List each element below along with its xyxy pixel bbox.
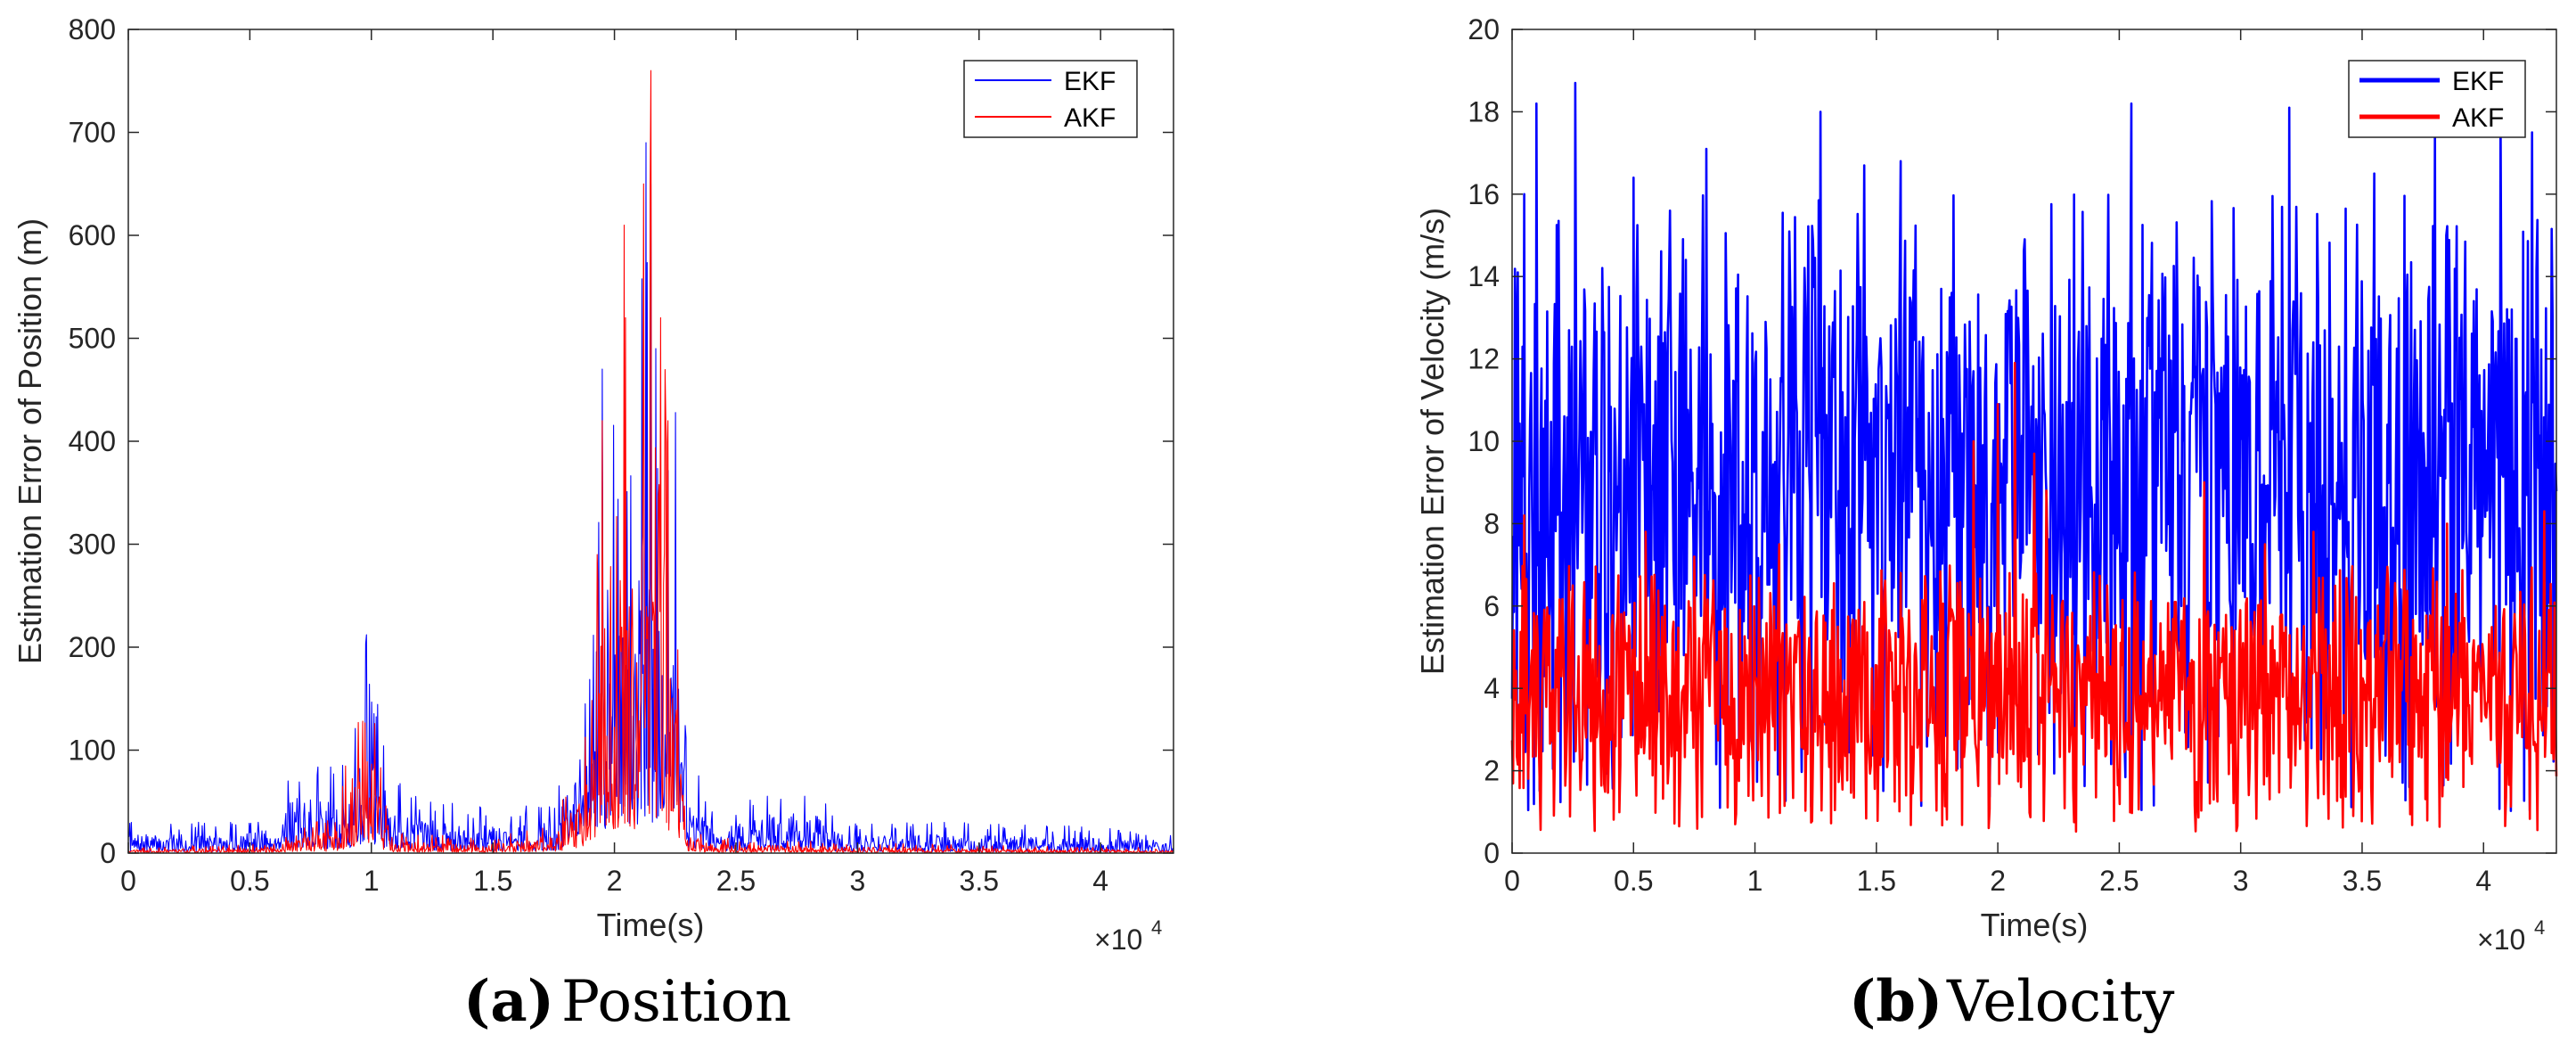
- x-multiplier: ×10 4: [1094, 916, 1162, 956]
- x-multiplier: ×10 4: [2477, 916, 2545, 956]
- x-axis-label: Time(s): [597, 907, 705, 943]
- svg-text:(b): (b): [1849, 968, 1942, 1035]
- x-tick-label: 0: [120, 865, 136, 897]
- legend-label-akf: AKF: [2452, 103, 2504, 133]
- x-tick-label: 1: [364, 865, 380, 897]
- y-tick-label: 600: [69, 219, 116, 251]
- y-tick-label: 10: [1468, 425, 1500, 457]
- y-tick-label: 0: [100, 837, 116, 869]
- svg-text:×10: ×10: [2477, 924, 2525, 956]
- y-axis-label: Estimation Error of Position (m): [12, 218, 48, 664]
- caption: (b) Velocity: [1849, 968, 2174, 1035]
- svg-text:×10: ×10: [1094, 924, 1142, 956]
- y-tick-label: 16: [1468, 178, 1500, 210]
- y-tick-label: 12: [1468, 343, 1500, 375]
- y-tick-label: 4: [1484, 672, 1500, 704]
- x-tick-label: 2.5: [716, 865, 756, 897]
- panel-velocity: 0 0.5 1 1.5 2 2.5 3 3.5 4 0 2 4 6 8 10 12 14 16 18 20 Time(…: [1414, 13, 2558, 1035]
- y-tick-label: 800: [69, 13, 116, 45]
- x-tick-label: 0: [1504, 865, 1520, 897]
- svg-text:4: 4: [2534, 916, 2545, 939]
- legend-label-ekf: EKF: [2452, 67, 2504, 96]
- y-tick-label: 700: [69, 117, 116, 149]
- y-tick-label: 2: [1484, 755, 1500, 787]
- x-tick-label: 3: [849, 865, 865, 897]
- y-tick-label: 400: [69, 425, 116, 457]
- x-tick-label: 3.5: [960, 865, 999, 897]
- legend: EKF AKF: [963, 60, 1138, 138]
- y-tick-label: 20: [1468, 13, 1500, 45]
- x-tick-label: 2.5: [2099, 865, 2138, 897]
- y-tick-label: 300: [69, 529, 116, 561]
- caption-letter: a: [490, 968, 527, 1035]
- series-line-akf: [127, 70, 1174, 854]
- series-layer: [127, 70, 1174, 854]
- x-tick-label: 1.5: [473, 865, 512, 897]
- x-tick-label: 3.5: [2343, 865, 2382, 897]
- x-tick-label: 1: [1747, 865, 1763, 897]
- series-layer: [1510, 81, 2558, 833]
- x-tick-label: 0.5: [230, 865, 269, 897]
- x-tick-label: 2: [607, 865, 623, 897]
- y-tick-label: 14: [1468, 260, 1500, 292]
- x-tick-label: 4: [2475, 865, 2491, 897]
- y-tick-label: 500: [69, 323, 116, 355]
- axis-ticks: 0 0.5 1 1.5 2 2.5 3 3.5 4 0 2 4 6 8 10 12 14 16 18 20: [1468, 13, 2556, 897]
- y-tick-label: 18: [1468, 95, 1500, 127]
- caption: (a) Position: [463, 968, 791, 1035]
- caption-letter: b: [1876, 968, 1916, 1035]
- y-tick-label: 0: [1484, 837, 1500, 869]
- y-tick-label: 100: [69, 735, 116, 767]
- svg-text:4: 4: [1151, 916, 1162, 939]
- x-axis-label: Time(s): [1981, 907, 2089, 943]
- y-tick-label: 6: [1484, 590, 1500, 622]
- y-tick-label: 200: [69, 631, 116, 663]
- x-tick-label: 2: [1990, 865, 2006, 897]
- svg-text:(a): (a): [463, 968, 554, 1035]
- legend: EKF AKF: [2348, 60, 2526, 138]
- caption-text: Position: [561, 969, 791, 1035]
- x-tick-label: 1.5: [1857, 865, 1896, 897]
- panel-position: 0 0.5 1 1.5 2 2.5 3 3.5 4 0 100 200 300 400 500 600 700 8…: [12, 13, 1174, 1035]
- x-tick-label: 4: [1092, 865, 1108, 897]
- x-tick-label: 3: [2233, 865, 2249, 897]
- legend-label-akf: AKF: [1064, 103, 1116, 133]
- x-tick-label: 0.5: [1614, 865, 1653, 897]
- legend-label-ekf: EKF: [1064, 67, 1116, 96]
- axis-ticks: 0 0.5 1 1.5 2 2.5 3 3.5 4 0 100 200 300 400 500 600 700 8…: [69, 13, 1174, 897]
- series-line-akf: [1510, 361, 2558, 833]
- y-axis-label: Estimation Error of Velocity (m/s): [1414, 208, 1451, 675]
- y-tick-label: 8: [1484, 507, 1500, 539]
- caption-text: Velocity: [1946, 969, 2174, 1035]
